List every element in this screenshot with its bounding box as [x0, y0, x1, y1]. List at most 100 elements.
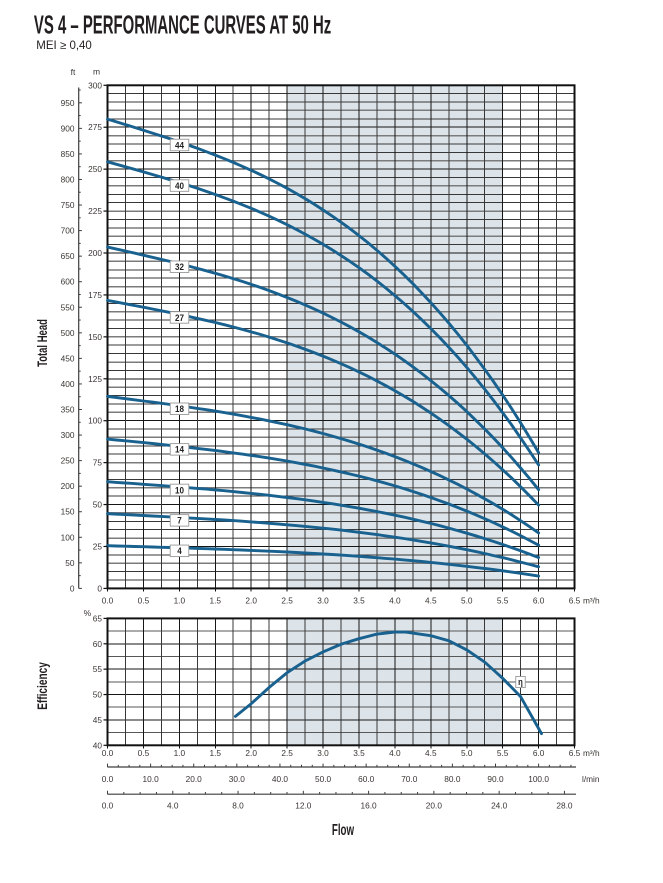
svg-text:850: 850 [61, 149, 75, 159]
svg-text:50: 50 [65, 558, 75, 568]
svg-text:50.0: 50.0 [315, 774, 332, 784]
svg-text:5.5: 5.5 [497, 596, 509, 606]
svg-text:1.0: 1.0 [174, 748, 186, 758]
svg-text:400: 400 [61, 379, 75, 389]
svg-text:VS 4 – PERFORMANCE CURVES AT 5: VS 4 – PERFORMANCE CURVES AT 50 Hz [34, 11, 331, 39]
svg-text:8.0: 8.0 [232, 801, 244, 811]
svg-text:ft: ft [71, 67, 76, 77]
svg-text:60: 60 [93, 639, 103, 649]
svg-text:100.0: 100.0 [528, 774, 549, 784]
svg-text:500: 500 [61, 328, 75, 338]
svg-text:Efficiency: Efficiency [34, 662, 50, 710]
svg-text:5.5: 5.5 [497, 748, 509, 758]
svg-text:7: 7 [177, 515, 182, 526]
svg-text:10: 10 [175, 485, 184, 496]
svg-text:44: 44 [175, 140, 184, 151]
svg-text:300: 300 [88, 80, 102, 90]
svg-text:20.0: 20.0 [426, 801, 443, 811]
svg-text:65: 65 [93, 613, 103, 623]
svg-text:5.0: 5.0 [461, 748, 473, 758]
svg-text:50: 50 [93, 500, 103, 510]
svg-text:1.0: 1.0 [174, 596, 186, 606]
svg-text:950: 950 [61, 98, 75, 108]
svg-text:600: 600 [61, 277, 75, 287]
svg-text:30.0: 30.0 [229, 774, 246, 784]
svg-text:40: 40 [93, 740, 103, 750]
svg-text:m³/h: m³/h [583, 748, 600, 758]
svg-text:28.0: 28.0 [556, 801, 573, 811]
svg-text:275: 275 [88, 122, 102, 132]
svg-text:4.5: 4.5 [425, 748, 437, 758]
svg-text:3.0: 3.0 [317, 596, 329, 606]
svg-text:55: 55 [93, 664, 103, 674]
svg-text:60.0: 60.0 [358, 774, 375, 784]
svg-text:900: 900 [61, 123, 75, 133]
svg-text:3.5: 3.5 [353, 748, 365, 758]
svg-text:Flow: Flow [332, 821, 355, 839]
svg-text:200: 200 [61, 481, 75, 491]
svg-text:0.5: 0.5 [138, 748, 150, 758]
svg-text:300: 300 [61, 430, 75, 440]
svg-text:m: m [93, 67, 100, 77]
svg-text:4.0: 4.0 [389, 748, 401, 758]
svg-text:6.5: 6.5 [569, 596, 581, 606]
svg-text:l/min: l/min [582, 774, 600, 784]
svg-text:250: 250 [61, 456, 75, 466]
svg-text:4: 4 [177, 546, 182, 557]
svg-text:40.0: 40.0 [272, 774, 289, 784]
svg-text:200: 200 [88, 248, 102, 258]
svg-text:%: % [84, 608, 92, 618]
svg-text:2.5: 2.5 [281, 596, 293, 606]
svg-text:50: 50 [93, 690, 103, 700]
svg-text:0: 0 [70, 583, 75, 593]
svg-text:90.0: 90.0 [487, 774, 504, 784]
svg-text:250: 250 [88, 164, 102, 174]
svg-text:32: 32 [175, 261, 184, 272]
svg-text:Total Head: Total Head [34, 319, 50, 367]
svg-text:η: η [518, 677, 523, 688]
svg-text:10.0: 10.0 [143, 774, 160, 784]
svg-text:6.0: 6.0 [533, 596, 545, 606]
svg-text:m³/h: m³/h [583, 596, 600, 606]
svg-text:MEI ≥ 0,40: MEI ≥ 0,40 [36, 40, 92, 52]
svg-text:2.0: 2.0 [245, 748, 257, 758]
svg-text:4.0: 4.0 [167, 801, 179, 811]
svg-text:5.0: 5.0 [461, 596, 473, 606]
svg-text:0.0: 0.0 [102, 801, 114, 811]
svg-text:45: 45 [93, 715, 103, 725]
svg-text:3.0: 3.0 [317, 748, 329, 758]
svg-text:12.0: 12.0 [295, 801, 312, 811]
svg-text:3.5: 3.5 [353, 596, 365, 606]
svg-text:18: 18 [175, 403, 184, 414]
svg-text:450: 450 [61, 353, 75, 363]
svg-text:80.0: 80.0 [444, 774, 461, 784]
svg-text:75: 75 [93, 458, 103, 468]
svg-text:0.5: 0.5 [138, 596, 150, 606]
svg-text:150: 150 [61, 507, 75, 517]
svg-text:2.5: 2.5 [281, 748, 293, 758]
svg-text:24.0: 24.0 [491, 801, 508, 811]
svg-text:6.0: 6.0 [533, 748, 545, 758]
svg-text:0: 0 [97, 583, 102, 593]
svg-text:550: 550 [61, 302, 75, 312]
svg-text:4.0: 4.0 [389, 596, 401, 606]
svg-text:14: 14 [175, 444, 184, 455]
svg-text:20.0: 20.0 [186, 774, 203, 784]
svg-text:350: 350 [61, 405, 75, 415]
svg-text:100: 100 [61, 532, 75, 542]
svg-text:70.0: 70.0 [401, 774, 418, 784]
svg-text:700: 700 [61, 226, 75, 236]
svg-text:0.0: 0.0 [102, 596, 114, 606]
svg-text:40: 40 [175, 180, 184, 191]
svg-text:0.0: 0.0 [102, 774, 114, 784]
svg-text:6.5: 6.5 [569, 748, 581, 758]
svg-text:750: 750 [61, 200, 75, 210]
svg-text:1.5: 1.5 [209, 596, 221, 606]
svg-text:800: 800 [61, 174, 75, 184]
svg-text:1.5: 1.5 [209, 748, 221, 758]
svg-text:0.0: 0.0 [102, 748, 114, 758]
svg-text:125: 125 [88, 374, 102, 384]
svg-text:100: 100 [88, 416, 102, 426]
svg-text:650: 650 [61, 251, 75, 261]
svg-text:16.0: 16.0 [361, 801, 378, 811]
